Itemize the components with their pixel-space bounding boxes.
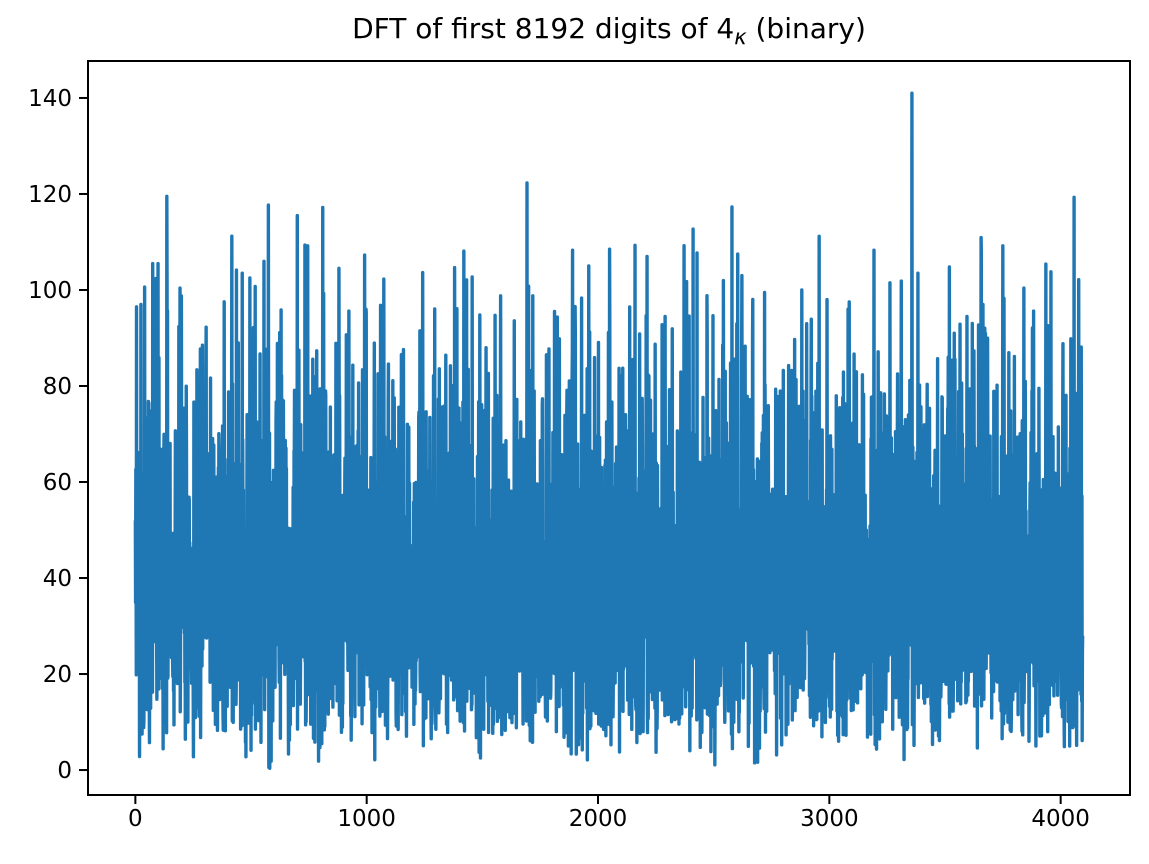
y-tick-label: 80 [43,374,72,400]
x-tick-label: 1000 [337,806,396,832]
axes-spines [87,60,1131,796]
x-tick-label: 0 [128,806,143,832]
y-tick-label: 0 [57,758,72,784]
y-tick-label: 40 [43,566,72,592]
x-tick-label: 2000 [569,806,628,832]
x-tick-label: 3000 [800,806,859,832]
y-tick-label: 100 [28,278,72,304]
chart-title-post: (binary) [746,12,866,45]
dft-series-line [133,91,1085,770]
y-tick-label: 140 [28,86,72,112]
y-tick-label: 20 [43,662,72,688]
chart-title: DFT of first 8192 digits of 4κ (binary) [88,12,1130,49]
y-tick-label: 120 [28,182,72,208]
chart-title-subscript: κ [734,25,747,49]
y-tick-label: 60 [43,470,72,496]
x-tick-label: 4000 [1031,806,1090,832]
chart-title-pre: DFT of first 8192 digits of 4 [352,12,735,45]
